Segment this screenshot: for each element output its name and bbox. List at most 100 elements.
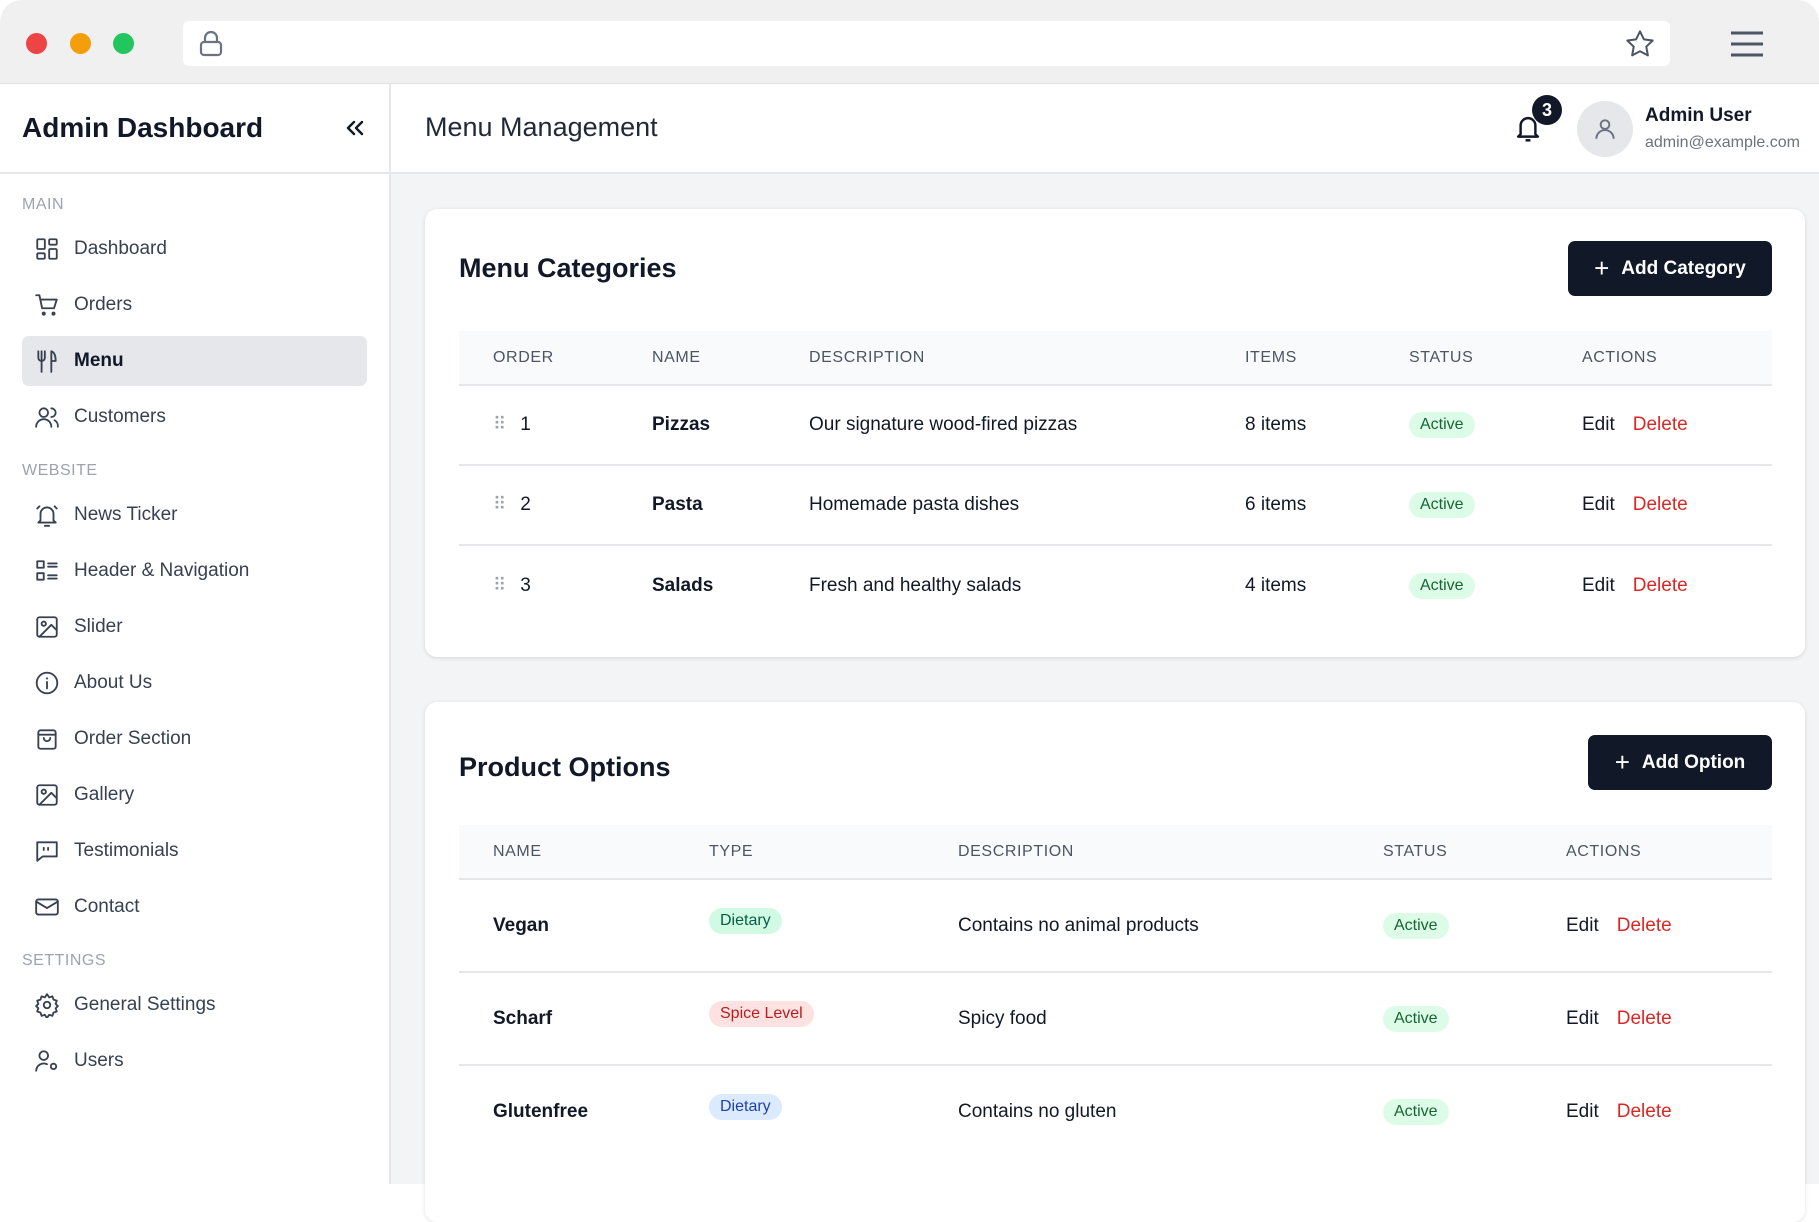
users-icon (35, 407, 59, 428)
category-name: Pasta (652, 465, 809, 546)
drag-handle-icon[interactable]: ⠿ (493, 414, 507, 434)
table-row: Scharf Spice Level Spicy food Active Edi… (459, 972, 1772, 1066)
option-description: Spicy food (958, 972, 1383, 1066)
status-badge: Active (1409, 412, 1475, 438)
edit-link[interactable]: Edit (1582, 414, 1615, 435)
avatar[interactable] (1577, 101, 1633, 157)
cart-icon (35, 294, 58, 316)
utensils-icon (37, 350, 57, 373)
bell-icon[interactable] (1513, 112, 1543, 144)
delete-link[interactable]: Delete (1632, 574, 1688, 596)
close-window-dot[interactable] (26, 33, 47, 54)
sidebar-item-label: About Us (74, 672, 153, 693)
info-icon (35, 671, 59, 695)
quote-icon (36, 841, 58, 862)
sidebar-item-label: Testimonials (74, 840, 179, 861)
minimize-window-dot[interactable] (70, 33, 91, 54)
delete-link[interactable]: Delete (1616, 914, 1672, 936)
status-badge: Active (1383, 1099, 1449, 1125)
bag-icon (37, 729, 57, 750)
lock-icon (198, 30, 224, 58)
item-count: 8 items (1245, 385, 1409, 466)
star-icon[interactable] (1624, 28, 1656, 60)
user-email: admin@example.com (1645, 134, 1800, 151)
add-category-button[interactable]: + Add Category (1568, 241, 1772, 296)
column-header: DESCRIPTION (809, 331, 1245, 386)
edit-link[interactable]: Edit (1566, 914, 1599, 936)
section-label: WEBSITE (22, 462, 98, 479)
table-row: ⠿ 2 Pasta Homemade pasta dishes 6 items A… (459, 465, 1772, 546)
address-bar[interactable] (183, 21, 1670, 66)
sidebar-item-order-section[interactable]: Order Section (22, 714, 367, 764)
sidebar-item-label: Customers (74, 406, 166, 427)
sidebar-item-customers[interactable]: Customers (22, 392, 367, 442)
type-badge: Spice Level (709, 1000, 814, 1027)
sidebar-item-gallery[interactable]: Gallery (22, 770, 367, 820)
sidebar-item-dashboard[interactable]: Dashboard (22, 224, 367, 274)
options-table: NAME TYPE DESCRIPTION STATUS ACTIONS Vegan D… (459, 825, 1772, 1158)
delete-link[interactable]: Delete (1632, 414, 1688, 435)
card-title: Product Options (459, 752, 671, 782)
sidebar-item-about-us[interactable]: About Us (22, 658, 367, 708)
sidebar-item-slider[interactable]: Slider (22, 602, 367, 652)
table-row: ⠿ 1 Pizzas Our signature wood-fired pizza… (459, 385, 1772, 466)
maximize-window-dot[interactable] (113, 33, 134, 54)
delete-link[interactable]: Delete (1616, 1007, 1672, 1029)
sidebar-item-general-settings[interactable]: General Settings (22, 980, 367, 1030)
top-bar: Menu Management 3 Admin User admin@examp… (391, 84, 1819, 174)
main-area: Menu Management 3 Admin User admin@examp… (391, 84, 1819, 1222)
sidebar-item-users[interactable]: Users (22, 1036, 367, 1086)
drag-handle-icon[interactable]: ⠿ (493, 494, 507, 514)
mail-icon (35, 898, 59, 916)
column-header: ITEMS (1245, 331, 1409, 386)
gear-icon (35, 993, 59, 1018)
edit-link[interactable]: Edit (1582, 494, 1615, 515)
card-title: Menu Categories (459, 253, 677, 283)
sidebar-item-label: Dashboard (74, 238, 167, 259)
category-description: Fresh and healthy salads (809, 574, 1022, 596)
user-name: Admin User (1645, 105, 1752, 126)
sidebar-item-orders[interactable]: Orders (22, 280, 367, 330)
sidebar-item-label: Order Section (74, 728, 192, 749)
sidebar-item-news-ticker[interactable]: News Ticker (22, 490, 367, 540)
column-header: ACTIONS (1582, 331, 1772, 386)
delete-link[interactable]: Delete (1616, 1101, 1672, 1122)
option-description: Contains no gluten (958, 1101, 1117, 1122)
edit-link[interactable]: Edit (1582, 574, 1615, 596)
sidebar-item-label: Users (74, 1050, 124, 1071)
option-name: Vegan (459, 879, 709, 973)
sidebar-item-contact[interactable]: Contact (22, 882, 367, 932)
chevrons-left-icon[interactable] (343, 116, 367, 140)
image-icon (36, 784, 58, 806)
item-count: 6 items (1245, 465, 1409, 546)
sidebar-item-menu[interactable]: Menu (22, 336, 367, 386)
add-option-button[interactable]: + Add Option (1588, 735, 1772, 790)
category-name: Pizzas (652, 385, 809, 466)
product-options-card: Product Options + Add Option NAME TYPE DESC… (425, 702, 1805, 1222)
bell-icon (36, 505, 58, 527)
sidebar-item-testimonials[interactable]: Testimonials (22, 826, 367, 876)
edit-link[interactable]: Edit (1566, 1101, 1599, 1122)
item-count: 4 items (1245, 574, 1307, 596)
table-row: Glutenfree Dietary Contains no gluten Ac… (459, 1065, 1772, 1158)
column-header: NAME (459, 825, 709, 880)
edit-link[interactable]: Edit (1566, 1007, 1599, 1029)
table-row: Vegan Dietary Contains no animal product… (459, 879, 1772, 973)
delete-link[interactable]: Delete (1632, 494, 1688, 515)
plus-icon: + (1614, 747, 1630, 777)
category-description: Homemade pasta dishes (809, 465, 1245, 546)
type-badge: Dietary (709, 907, 782, 934)
page-title: Menu Management (425, 112, 658, 142)
user-gear-icon (35, 1050, 58, 1072)
drag-handle-icon[interactable]: ⠿ (493, 574, 507, 595)
sidebar-item-header-navigation[interactable]: Header & Navigation (22, 546, 367, 596)
sidebar: Admin Dashboard MAIN Dashboard Orders Menu C… (0, 84, 391, 1184)
hamburger-icon[interactable] (1729, 30, 1765, 58)
plus-icon: + (1594, 253, 1610, 283)
sidebar-item-label: Contact (74, 896, 140, 917)
option-description: Contains no animal products (958, 879, 1383, 973)
section-label: MAIN (22, 196, 64, 213)
option-name: Scharf (459, 972, 709, 1066)
column-header: ACTIONS (1566, 825, 1772, 880)
order-value: 3 (520, 574, 531, 596)
